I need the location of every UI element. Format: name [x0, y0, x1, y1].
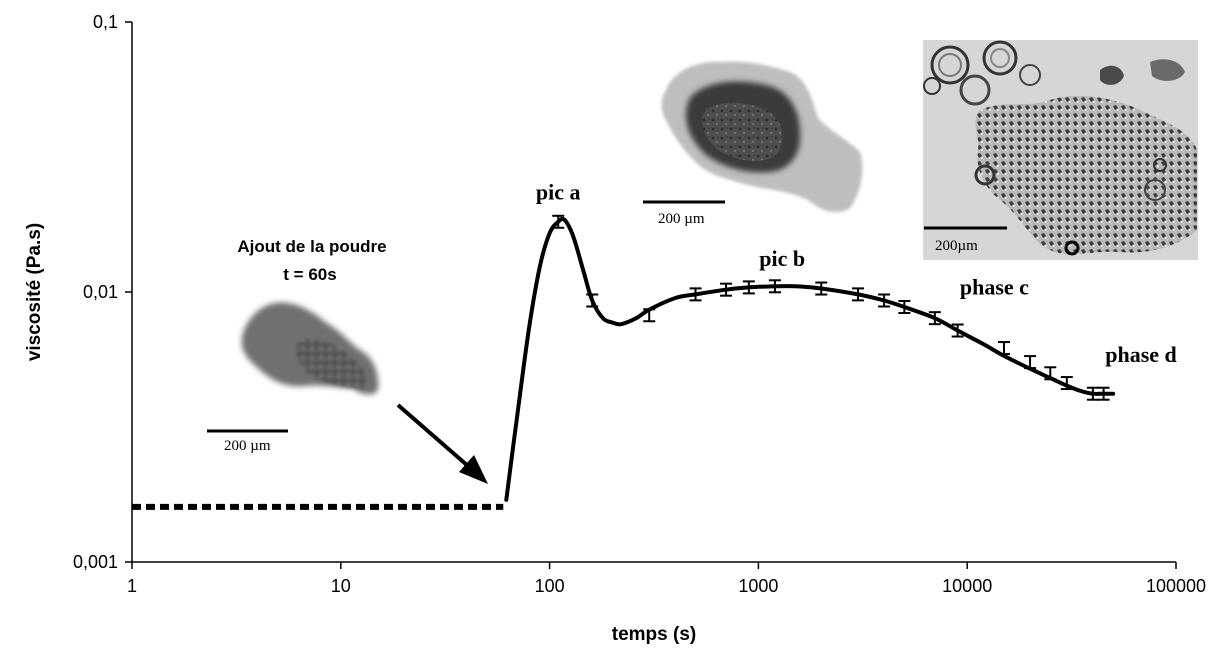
top-right-scale-label: 200µm: [935, 238, 978, 254]
error-bar: [898, 299, 911, 314]
annotation-label: pic b: [759, 246, 805, 271]
annotation-label: phase c: [960, 274, 1029, 299]
x-tick-label: 100000: [1146, 576, 1206, 596]
pic-a-micrograph: [661, 61, 863, 213]
y-axis-label: viscosité (Pa.s): [24, 223, 45, 361]
x-axis-ticks: 1 10 100 1000 10000 100000: [127, 562, 1206, 596]
powder-scale-bar: 200 µm: [207, 429, 288, 454]
annotation-label: phase d: [1105, 342, 1177, 367]
error-bar: [928, 311, 941, 326]
y-tick-label: 0,1: [93, 12, 118, 32]
error-bar: [997, 341, 1010, 356]
powder-arrow: [396, 403, 488, 484]
powder-micrograph: [241, 302, 379, 395]
x-tick-label: 10: [331, 576, 351, 596]
error-bar: [1044, 366, 1057, 381]
annotation-label: pic a: [536, 180, 581, 205]
y-tick-label: 0,01: [83, 282, 118, 302]
error-bar: [951, 323, 964, 338]
powder-added-label: Ajout de la poudre: [237, 237, 386, 256]
error-bar: [586, 293, 599, 308]
viscosity-curve: [504, 216, 1116, 502]
error-bar: [1086, 386, 1099, 401]
error-bar: [815, 281, 828, 296]
powder-scale-label: 200 µm: [224, 438, 271, 454]
y-tick-label: 0,001: [73, 552, 118, 572]
x-axis-label: temps (s): [612, 624, 696, 645]
error-bar: [689, 287, 702, 302]
pic-a-scale-bar: 200 µm: [643, 200, 725, 227]
powder-time-label: t = 60s: [283, 265, 336, 284]
x-tick-label: 1000: [738, 576, 778, 596]
error-bar: [720, 282, 733, 297]
error-bar: [768, 279, 781, 294]
error-bar: [1060, 376, 1073, 391]
error-bar: [1097, 386, 1110, 401]
x-tick-label: 10000: [942, 576, 992, 596]
pic-a-scale-label: 200 µm: [658, 211, 705, 227]
error-bar: [552, 214, 565, 229]
y-axis-ticks: 0,001 0,01 0,1: [73, 12, 132, 572]
top-right-micrograph: [923, 40, 1198, 260]
error-bar: [1024, 355, 1037, 370]
error-bars: [552, 214, 1110, 401]
x-tick-label: 100: [535, 576, 565, 596]
curve-annotations: pic a pic b phase c phase d: [536, 180, 1177, 368]
error-bar: [742, 280, 755, 295]
error-bar: [852, 287, 865, 302]
top-right-scale-bar: 200µm: [924, 226, 1007, 254]
error-bar: [878, 293, 891, 308]
x-tick-label: 1: [127, 576, 137, 596]
error-bar: [643, 308, 656, 323]
